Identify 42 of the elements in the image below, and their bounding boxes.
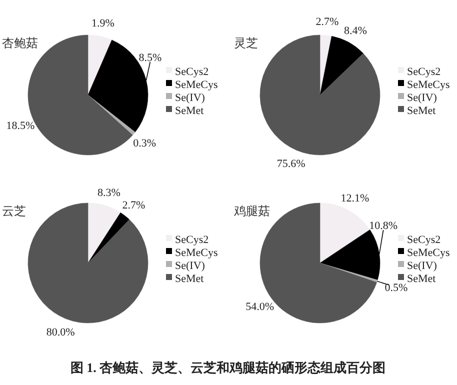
pie-slice: [28, 202, 148, 324]
legend-label: SeMet: [175, 272, 204, 285]
data-label: 8.4%: [344, 24, 367, 37]
data-label: 18.5%: [6, 120, 35, 132]
pie-slice: [88, 202, 121, 264]
pie-slice: [320, 36, 364, 96]
legend-label: SeCys2: [407, 66, 441, 78]
data-label: 8.3%: [97, 186, 120, 199]
text: 云芝: [2, 204, 26, 218]
legend-label: Se(IV): [407, 260, 438, 272]
pie-slice: [320, 202, 370, 264]
legend-label: Se(IV): [175, 260, 206, 272]
legend-label: SeMet: [407, 104, 436, 117]
pie-slice: [88, 212, 130, 264]
data-label: 2.7%: [122, 200, 146, 212]
pie-slice: [260, 34, 380, 156]
legend-label: SeMeCys: [175, 246, 218, 259]
text: 杏鲍菇: [2, 36, 38, 50]
text: 鸡腿菇: [233, 204, 270, 218]
legend-label: Se(IV): [407, 92, 438, 104]
data-label: 0.3%: [133, 137, 156, 150]
data-label: 0.5%: [384, 282, 408, 294]
legend-label: SeCys2: [175, 66, 209, 78]
data-label: 12.1%: [340, 192, 370, 205]
caption: 图 1. 杏鲍菇、灵芝、云芝和鸡腿菇的硒形态组成百分图: [70, 360, 386, 375]
legend-label: SeMeCys: [407, 78, 450, 91]
legend-label: SeMet: [407, 272, 436, 285]
data-label: 75.6%: [276, 158, 306, 170]
pie-slice: [88, 34, 112, 96]
legend-label: SeMet: [175, 104, 204, 117]
data-label: 10.8%: [369, 220, 398, 232]
text: 灵芝: [234, 36, 258, 50]
data-label: 80.0%: [46, 326, 75, 339]
data-label: 54.0%: [246, 300, 274, 313]
data-label: 2.7%: [316, 16, 339, 28]
legend-label: SeMeCys: [175, 78, 218, 91]
data-label: 1.9%: [92, 17, 114, 30]
legend-label: SeCys2: [175, 234, 209, 246]
legend-label: Se(IV): [175, 92, 206, 104]
legend-label: SeCys2: [407, 234, 441, 246]
data-label: 8.5%: [138, 52, 162, 64]
legend-label: SeMeCys: [407, 246, 450, 259]
